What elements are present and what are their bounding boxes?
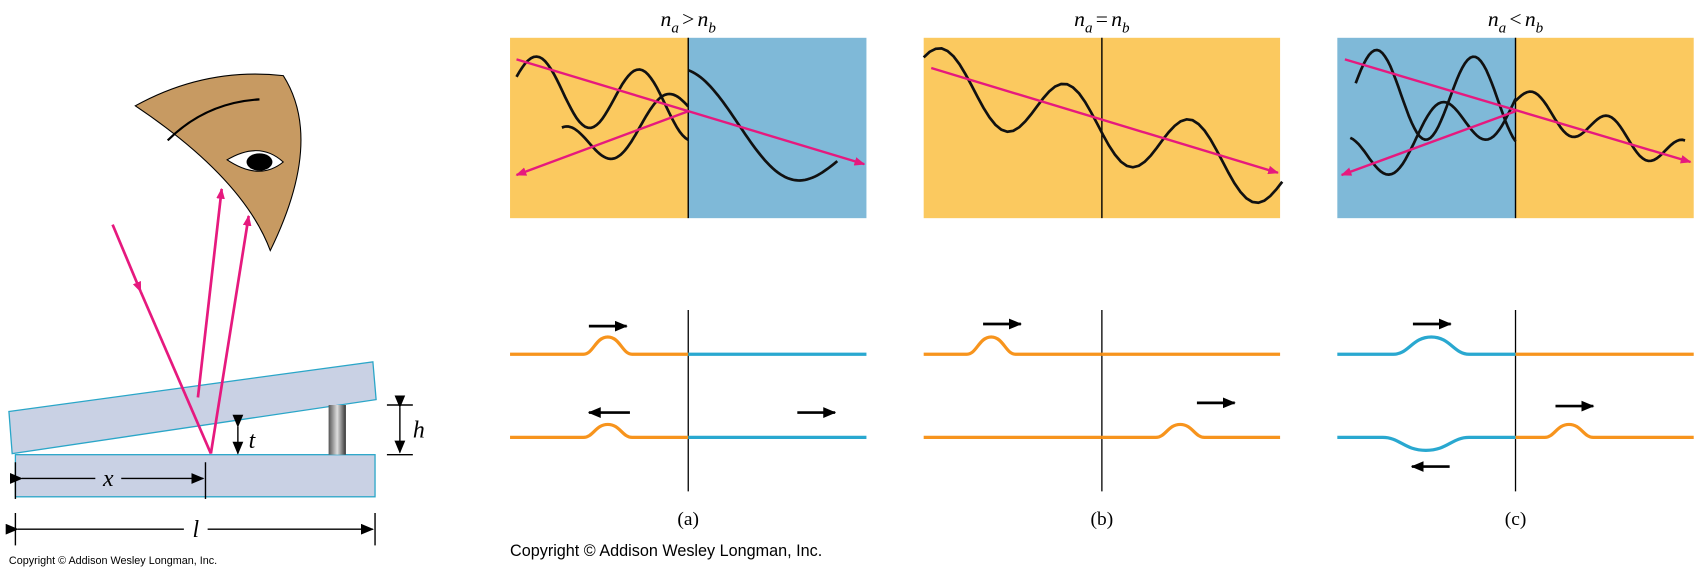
title-part: b [1122, 20, 1130, 36]
spacer [328, 405, 346, 455]
wave [1349, 98, 1517, 177]
wave [687, 68, 839, 182]
panel-title: na < nb [1488, 7, 1544, 36]
medium-b [1515, 37, 1694, 219]
wave [1514, 90, 1686, 163]
ray [930, 66, 1279, 175]
panel-title: na > nb [661, 7, 717, 36]
string [510, 422, 689, 440]
panels: na > nb(a)na = nb(b)na < nb(c) [510, 7, 1694, 530]
string [1515, 422, 1694, 440]
string [1101, 422, 1281, 440]
panel: na > nb(a) [510, 7, 867, 530]
ray [515, 110, 689, 177]
rays [111, 187, 252, 455]
title-part: n [1488, 7, 1499, 31]
panel-caption: (b) [1091, 509, 1114, 530]
copyright: Copyright © Addison Wesley Longman, Inc. [9, 555, 217, 567]
wave [515, 55, 689, 141]
ray [1344, 58, 1692, 164]
title-part: b [1536, 20, 1544, 36]
ray [1340, 110, 1516, 177]
bottom-plate [14, 454, 376, 498]
title-part: n [661, 7, 672, 31]
panel: na = nb(b) [922, 7, 1284, 530]
title-part: a [671, 20, 679, 36]
copyright: Copyright © Addison Wesley Longman, Inc. [510, 542, 822, 560]
panel-caption: (a) [677, 509, 699, 530]
eyebrow [166, 98, 260, 142]
string [1337, 435, 1516, 452]
wave [561, 92, 690, 161]
title-part: a [1085, 20, 1093, 36]
pupil [246, 153, 273, 171]
medium-b [688, 37, 867, 219]
title-part: a [1499, 20, 1507, 36]
title-part: b [708, 20, 716, 36]
wave [1354, 48, 1517, 143]
dim-label: t [249, 428, 257, 454]
dim-label: h [413, 417, 425, 443]
string [1337, 335, 1516, 356]
title-part: n [1074, 7, 1085, 31]
eye-face [134, 73, 302, 252]
ray [516, 58, 866, 166]
string [510, 335, 689, 356]
title-part: = [1096, 7, 1108, 31]
title-part: n [1525, 7, 1536, 31]
panel: na < nb(c) [1337, 7, 1694, 530]
title-part: < [1509, 7, 1521, 31]
dim-label: x [102, 466, 114, 492]
top-plate [8, 361, 377, 455]
medium-a [510, 37, 689, 219]
dim-label: l [192, 517, 199, 543]
wave [922, 47, 1284, 205]
title-part: n [1111, 7, 1122, 31]
string [923, 335, 1102, 356]
thin-film-figure: x l t h Copyright © Addison Wesley Longm… [5, 73, 425, 567]
panel-title: na = nb [1074, 7, 1130, 36]
title-part: > [682, 7, 694, 31]
dimensions [5, 395, 413, 546]
title-part: n [698, 7, 709, 31]
panel-caption: (c) [1505, 509, 1527, 530]
medium-a [923, 37, 1102, 219]
